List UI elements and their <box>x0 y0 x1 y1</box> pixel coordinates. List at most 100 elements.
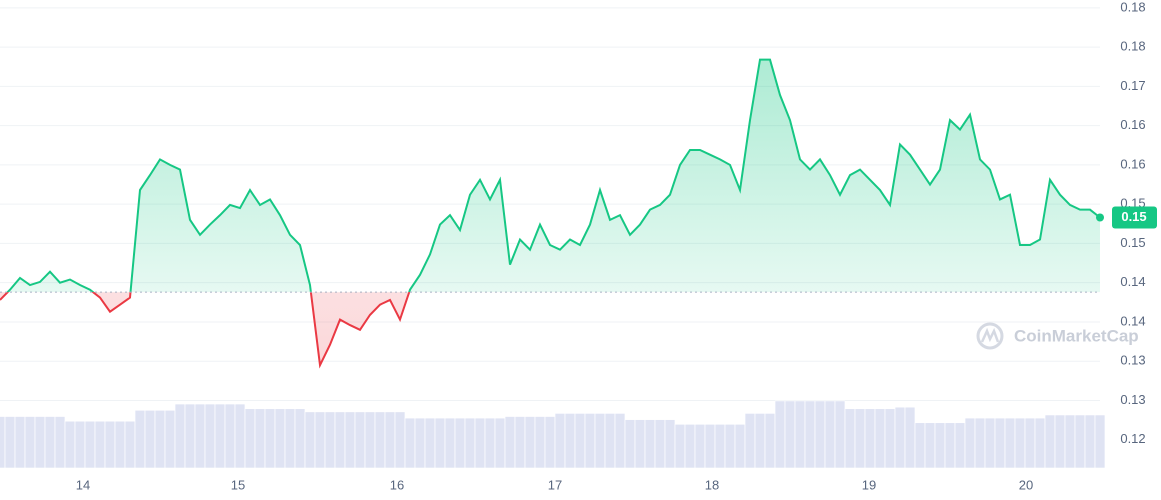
volume-bar <box>474 417 486 469</box>
area-below <box>0 292 410 366</box>
price-tag-label: 0.15 <box>1121 209 1146 224</box>
volume-bar <box>564 413 576 469</box>
volume-bar <box>274 408 286 469</box>
volume-bar <box>24 416 36 469</box>
volume-bar <box>484 417 496 469</box>
y-tick-label: 0.13 <box>1120 392 1145 407</box>
volume-bar <box>184 403 196 469</box>
watermark: CoinMarketCap <box>976 322 1139 350</box>
volume-bar <box>34 416 46 469</box>
volume-bar <box>804 400 816 469</box>
volume-bar <box>304 411 316 469</box>
area-above <box>0 59 1100 293</box>
volume-bar <box>1074 414 1086 469</box>
last-point <box>1096 213 1104 222</box>
x-tick-label: 17 <box>548 477 562 492</box>
volume-bar <box>464 417 476 469</box>
volume-bar <box>864 408 876 469</box>
volume-bar <box>64 420 76 469</box>
volume-bar <box>594 413 606 469</box>
volume-bar <box>404 417 416 469</box>
volume-bar <box>954 422 966 469</box>
x-tick-label: 16 <box>390 477 404 492</box>
volume-bar <box>244 408 256 469</box>
volume-bar <box>544 416 556 469</box>
volume-bar <box>624 419 636 469</box>
volume-bar <box>364 411 376 469</box>
volume-bar <box>1044 414 1056 469</box>
volume-bar <box>974 417 986 469</box>
volume-bar <box>424 417 436 469</box>
volume-bar <box>294 408 306 469</box>
volume-bar <box>84 420 96 469</box>
volume-bar <box>494 417 506 469</box>
price-tag <box>1112 206 1157 229</box>
volume-bar <box>614 413 626 469</box>
y-tick-label: 0.16 <box>1120 117 1145 132</box>
x-tick-label: 15 <box>231 477 245 492</box>
volume-bar <box>284 408 296 469</box>
volume-bar <box>14 416 26 469</box>
volume-bar <box>904 406 916 469</box>
volume-bar <box>814 400 826 469</box>
volume-bar <box>0 416 6 469</box>
volume-bar <box>724 424 736 469</box>
volume-bar <box>154 409 166 469</box>
volume-bar <box>774 400 786 469</box>
volume-bar <box>834 400 846 469</box>
volume-bar <box>394 411 406 469</box>
volume-bar <box>324 411 336 469</box>
volume-bar <box>744 413 756 469</box>
y-tick-label: 0.15 <box>1120 235 1145 250</box>
volume-bar <box>784 400 796 469</box>
volume-bar <box>414 417 426 469</box>
volume-bar <box>374 411 386 469</box>
volume-bar <box>1064 414 1076 469</box>
volume-bar <box>844 408 856 469</box>
volume-bar <box>734 424 746 469</box>
volume-bar <box>174 403 186 469</box>
volume-bar <box>164 409 176 469</box>
volume-bar <box>714 424 726 469</box>
volume-bar <box>54 416 66 469</box>
x-tick-label: 20 <box>1019 477 1033 492</box>
volume-bar <box>944 422 956 469</box>
volume-bar <box>654 419 666 469</box>
volume-bar <box>764 413 776 469</box>
volume-bar <box>664 419 676 469</box>
volume-bar <box>604 413 616 469</box>
volume-bar <box>884 408 896 469</box>
volume-bar <box>1014 417 1026 469</box>
y-tick-label: 0.13 <box>1120 353 1145 368</box>
volume-bar <box>144 409 156 469</box>
volume-bar <box>574 413 586 469</box>
y-tick-label: 0.18 <box>1120 39 1145 54</box>
volume-bar <box>444 417 456 469</box>
volume-bar <box>1054 414 1066 469</box>
volume-bar <box>224 403 236 469</box>
volume-bar <box>754 413 766 469</box>
volume-bar <box>384 411 396 469</box>
volume-bar <box>264 408 276 469</box>
volume-bar <box>1084 414 1096 469</box>
volume-bar <box>134 409 146 469</box>
y-tick-label: 0.14 <box>1120 313 1145 328</box>
y-tick-label: 0.14 <box>1120 274 1145 289</box>
volume-bar <box>684 424 696 469</box>
volume-bar <box>584 413 596 469</box>
volume-bar <box>924 422 936 469</box>
volume-bar <box>334 411 346 469</box>
volume-bar <box>514 416 526 469</box>
x-tick-label: 19 <box>862 477 876 492</box>
volume-bar <box>204 403 216 469</box>
volume-bar <box>894 406 906 469</box>
volume-bar <box>44 416 56 469</box>
volume-bar <box>634 419 646 469</box>
volume-bar <box>994 417 1006 469</box>
volume-bar <box>874 408 886 469</box>
volume-bar <box>254 408 266 469</box>
volume-bar <box>434 417 446 469</box>
volume-bar <box>114 420 126 469</box>
volume-bar <box>354 411 366 469</box>
